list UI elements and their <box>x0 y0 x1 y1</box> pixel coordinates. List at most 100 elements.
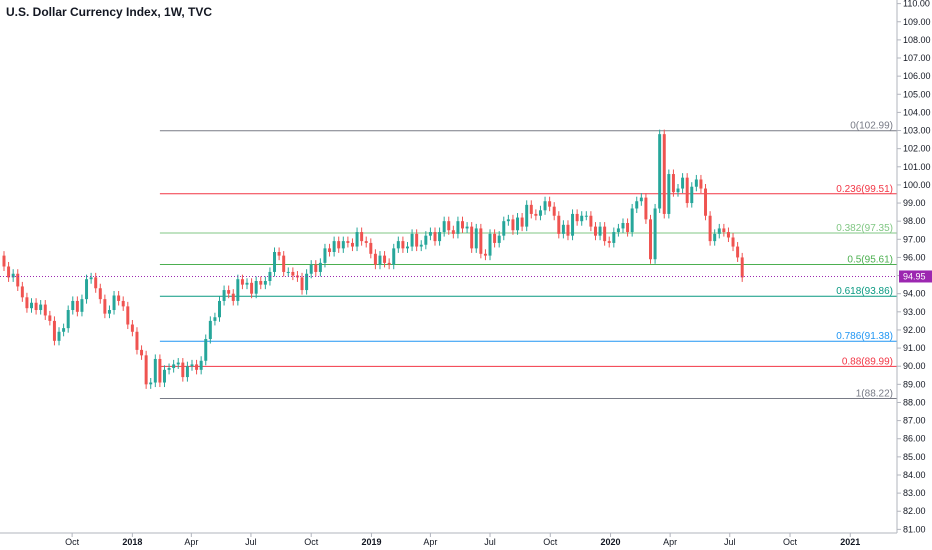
candle-body <box>52 320 56 341</box>
candle-body <box>658 134 662 209</box>
candle-body <box>502 221 506 236</box>
time-tick-label: Jul <box>724 537 736 547</box>
price-tick-label: 85.00 <box>903 452 926 462</box>
candle-body <box>626 222 630 233</box>
candle-body <box>89 277 93 280</box>
candle-body <box>538 210 542 216</box>
price-tick-label: 88.00 <box>903 397 926 407</box>
candle-body <box>153 358 157 383</box>
price-tick-label: 83.00 <box>903 488 926 498</box>
candle-body <box>195 364 199 370</box>
candle-body <box>667 174 671 214</box>
candle-body <box>185 366 189 378</box>
candle-body <box>107 310 111 314</box>
price-tick-label: 93.00 <box>903 307 926 317</box>
price-axis[interactable]: 81.00 82.00 83.00 84.00 85.00 86.00 87.00 88.00… <box>896 0 932 534</box>
candle-body <box>671 174 675 193</box>
fib-level-label: 0(102.99) <box>850 121 893 132</box>
candle-body <box>25 297 29 309</box>
candle-body <box>649 219 652 260</box>
candle-body <box>75 300 79 312</box>
candle-body <box>346 241 350 243</box>
candle-body <box>456 221 460 234</box>
candle-body <box>442 221 446 233</box>
candle-body <box>213 317 217 321</box>
candle-body <box>337 241 341 249</box>
price-tick-label: 110.00 <box>903 0 930 9</box>
time-axis[interactable]: Oct 2018 Apr Jul Oct 2019 Apr Jul Oct 2020 Apr Jul O… <box>0 532 897 547</box>
candle-body <box>80 299 84 312</box>
price-tick-label: 109.00 <box>903 17 931 27</box>
candle-body <box>162 369 166 383</box>
candle-body <box>268 271 272 282</box>
candle-body <box>286 271 290 273</box>
candle-body <box>181 362 185 378</box>
price-tick-label: 94.00 <box>903 289 926 299</box>
candle-body <box>117 295 121 301</box>
candle-body <box>405 246 409 249</box>
candle-body <box>158 358 162 383</box>
candle-body <box>465 226 469 229</box>
current-price-label: 94.95 <box>903 271 926 281</box>
candle-body <box>598 226 602 236</box>
candle-body <box>529 204 533 214</box>
candle-body <box>20 286 24 298</box>
price-tick-label: 89.00 <box>903 379 926 389</box>
candle-body <box>135 331 139 350</box>
candle-body <box>584 215 588 217</box>
candle-body <box>112 295 116 311</box>
candle-body <box>616 228 620 233</box>
price-tick-label: 81.00 <box>903 524 926 534</box>
candle-body <box>277 251 281 256</box>
candle-body <box>653 208 657 260</box>
candle-body <box>681 177 685 189</box>
candle-body <box>479 228 483 254</box>
time-tick-label: Apr <box>423 537 437 547</box>
candle-body <box>176 362 180 365</box>
time-tick-label: Jul <box>245 537 257 547</box>
candle-body <box>516 217 520 231</box>
candle-body <box>245 282 249 285</box>
candle-body <box>447 221 451 231</box>
candle-body <box>360 232 364 242</box>
price-tick-label: 100.00 <box>903 180 931 190</box>
candle-body <box>401 241 405 249</box>
price-tick-label: 105.00 <box>903 89 931 99</box>
candle-body <box>314 264 318 272</box>
candle-body <box>511 219 515 231</box>
time-tick-label: 2021 <box>840 537 860 547</box>
price-tick-label: 86.00 <box>903 434 926 444</box>
candle-body <box>144 355 148 385</box>
price-tick-label: 90.00 <box>903 361 926 371</box>
candle-body <box>204 339 208 361</box>
candle-body <box>103 299 107 314</box>
candle-body <box>227 290 231 294</box>
candle-body <box>493 233 497 243</box>
candle-body <box>7 266 11 278</box>
candle-body <box>378 255 382 265</box>
time-tick-label: Apr <box>184 537 198 547</box>
candle-body <box>410 233 414 247</box>
candle-body <box>690 186 694 204</box>
candle-body <box>300 277 304 291</box>
candle-body <box>2 255 6 267</box>
candle-body <box>644 197 648 220</box>
candle-body <box>167 368 171 370</box>
candle-body <box>525 204 529 227</box>
candle-body <box>593 226 597 236</box>
fibonacci-retracement[interactable]: 0(102.99) 0.236(99.51) 0.382(97.35) 0.5(95.… <box>159 121 897 400</box>
candle-body <box>424 235 428 245</box>
candle-body <box>736 246 740 258</box>
candle-body <box>30 302 34 309</box>
candle-body <box>172 364 176 369</box>
candle-body <box>190 364 194 367</box>
time-tick-label: 2020 <box>601 537 621 547</box>
fib-level-label: 0.5(95.61) <box>847 255 893 266</box>
time-tick-label: 2019 <box>361 537 381 547</box>
price-tick-label: 97.00 <box>903 234 926 244</box>
candle-body <box>392 248 396 265</box>
time-tick-label: Oct <box>543 537 558 547</box>
candle-body <box>16 273 20 287</box>
candle-body <box>383 255 387 263</box>
